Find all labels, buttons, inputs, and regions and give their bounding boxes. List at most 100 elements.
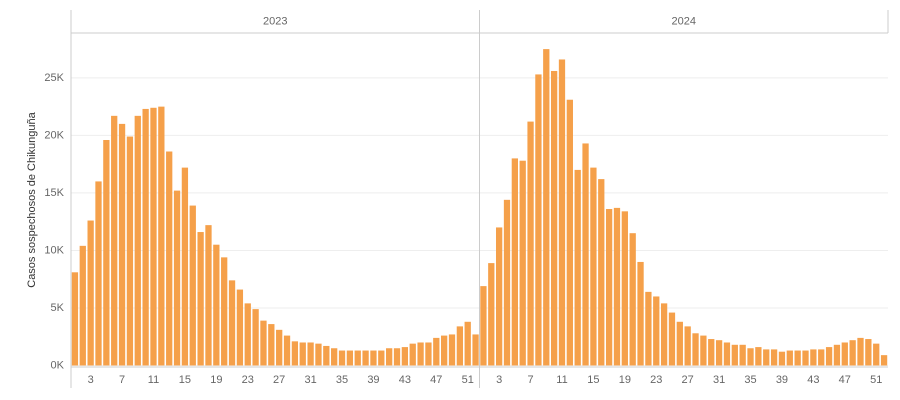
bar bbox=[810, 349, 817, 366]
bar bbox=[283, 335, 291, 366]
bar bbox=[778, 351, 786, 366]
bar bbox=[126, 136, 134, 366]
bar bbox=[276, 329, 283, 366]
bar bbox=[723, 342, 731, 366]
bar bbox=[260, 320, 267, 366]
bar bbox=[613, 207, 621, 366]
y-tick-label: 25K bbox=[44, 72, 64, 84]
bar bbox=[173, 190, 181, 366]
bar bbox=[653, 296, 660, 366]
bar bbox=[786, 350, 793, 366]
bar bbox=[87, 220, 94, 366]
bar bbox=[79, 245, 86, 366]
bar bbox=[818, 349, 825, 366]
bar bbox=[401, 347, 409, 366]
bar bbox=[519, 160, 526, 366]
bar bbox=[825, 347, 833, 366]
bar bbox=[566, 99, 573, 366]
bar bbox=[841, 342, 848, 366]
bar bbox=[299, 342, 306, 366]
bar bbox=[763, 349, 770, 366]
bar bbox=[833, 344, 841, 366]
bar bbox=[880, 355, 888, 366]
bar bbox=[71, 272, 79, 366]
bar bbox=[684, 326, 691, 366]
y-tick-label: 10K bbox=[44, 244, 64, 256]
bar bbox=[378, 350, 385, 366]
bar bbox=[731, 344, 738, 366]
bar bbox=[849, 340, 856, 366]
panel-title: 2024 bbox=[672, 15, 696, 27]
bar bbox=[755, 347, 762, 366]
bar bbox=[582, 143, 589, 366]
bar bbox=[315, 343, 322, 366]
bar bbox=[142, 108, 149, 366]
x-tick-label: 27 bbox=[273, 374, 285, 386]
bar bbox=[770, 349, 778, 366]
x-tick-label: 39 bbox=[776, 374, 788, 386]
x-tick-label: 27 bbox=[682, 374, 694, 386]
bar bbox=[865, 339, 872, 366]
bar bbox=[181, 167, 189, 366]
x-tick-label: 23 bbox=[242, 374, 254, 386]
bar bbox=[189, 205, 196, 366]
y-tick-label: 5K bbox=[51, 302, 65, 314]
bar bbox=[550, 70, 558, 366]
bar bbox=[511, 158, 518, 366]
bar bbox=[495, 227, 503, 366]
bar bbox=[354, 350, 361, 366]
bar bbox=[448, 334, 456, 366]
bar bbox=[134, 115, 141, 366]
bar bbox=[857, 337, 864, 366]
bar bbox=[338, 350, 346, 366]
bar bbox=[244, 303, 251, 366]
bar bbox=[802, 350, 809, 366]
y-tick-label: 0K bbox=[51, 359, 65, 371]
x-tick-label: 51 bbox=[870, 374, 882, 386]
bar bbox=[645, 291, 652, 366]
bar bbox=[150, 107, 157, 366]
bar bbox=[598, 179, 605, 366]
bar bbox=[590, 167, 597, 366]
x-tick-label: 23 bbox=[650, 374, 662, 386]
bar bbox=[676, 321, 683, 366]
x-tick-label: 3 bbox=[496, 374, 502, 386]
bar bbox=[715, 340, 723, 366]
bar bbox=[543, 49, 550, 366]
bar bbox=[747, 348, 754, 366]
bar bbox=[331, 348, 338, 366]
x-tick-label: 47 bbox=[430, 374, 442, 386]
bar bbox=[252, 309, 259, 366]
bar bbox=[205, 225, 212, 366]
x-tick-label: 7 bbox=[528, 374, 534, 386]
bar bbox=[488, 263, 495, 366]
bar bbox=[629, 233, 636, 366]
bar bbox=[660, 303, 668, 366]
x-tick-label: 31 bbox=[304, 374, 316, 386]
x-tick-label: 19 bbox=[210, 374, 222, 386]
bar bbox=[527, 121, 534, 366]
bar bbox=[425, 342, 432, 366]
x-tick-label: 19 bbox=[619, 374, 631, 386]
bar bbox=[464, 321, 471, 366]
bar bbox=[708, 339, 715, 366]
bar bbox=[103, 139, 110, 366]
y-axis-label: Casos sospechosos de Chikunguña bbox=[26, 111, 38, 287]
bar bbox=[346, 350, 354, 366]
bar bbox=[362, 350, 369, 366]
bar bbox=[873, 343, 880, 366]
x-tick-label: 39 bbox=[367, 374, 379, 386]
bar bbox=[307, 342, 314, 366]
bar bbox=[700, 335, 707, 366]
x-tick-label: 43 bbox=[399, 374, 411, 386]
bar bbox=[236, 289, 244, 366]
bar bbox=[503, 199, 511, 366]
bar bbox=[433, 337, 440, 366]
x-tick-label: 31 bbox=[713, 374, 725, 386]
bar bbox=[158, 106, 165, 366]
bar bbox=[574, 169, 581, 366]
bar bbox=[668, 312, 676, 366]
bar bbox=[637, 261, 644, 366]
bar bbox=[221, 257, 228, 366]
x-tick-label: 35 bbox=[744, 374, 756, 386]
